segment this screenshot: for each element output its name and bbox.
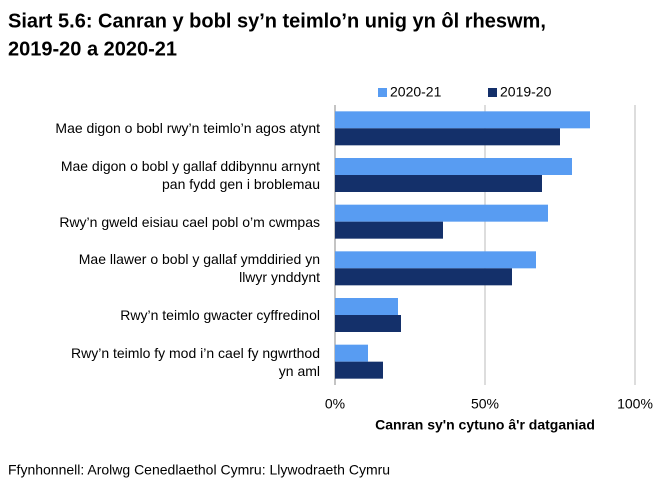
bar	[335, 204, 548, 222]
y-tick-label: Rwy’n gweld eisiau cael pobl o’m cwmpas	[59, 213, 320, 230]
y-tick-label: Rwy’n teimlo fy mod i’n cael fy ngwrthod…	[71, 344, 320, 379]
legend-label: 2019-20	[500, 84, 552, 100]
legend-label: 2020-21	[390, 84, 442, 100]
chart-title: Siart 5.6: Canran y bobl sy’n teimlo’n u…	[8, 10, 546, 32]
bar	[335, 111, 590, 129]
bar	[335, 221, 443, 239]
bar	[335, 158, 572, 175]
bar	[335, 361, 383, 379]
bar	[335, 315, 401, 332]
bar	[335, 251, 536, 269]
x-tick-label: 50%	[471, 396, 499, 412]
y-tick-label: Rwy’n teimlo gwacter cyffredinol	[120, 307, 320, 323]
legend-swatch	[378, 88, 387, 97]
y-tick-label: Mae llawer o bobl y gallaf ymddiried yn …	[78, 251, 320, 286]
bar	[335, 175, 542, 192]
bar	[335, 344, 368, 362]
legend-swatch	[488, 88, 497, 97]
bar	[335, 128, 560, 146]
chart-title: 2019-20 a 2020-21	[8, 38, 177, 60]
bar	[335, 298, 398, 315]
x-tick-label: 100%	[617, 396, 653, 412]
y-tick-label: Mae digon o bobl y gallaf ddibynnu arnyn…	[60, 158, 320, 192]
source-note: Ffynhonnell: Arolwg Cenedlaethol Cymru: …	[8, 462, 390, 478]
x-tick-label: 0%	[325, 396, 345, 412]
y-tick-label: Mae digon o bobl rwy’n teimlo’n agos aty…	[55, 120, 320, 137]
x-axis-title: Canran sy'n cytuno â'r datganiad	[375, 417, 595, 433]
bar	[335, 268, 512, 286]
